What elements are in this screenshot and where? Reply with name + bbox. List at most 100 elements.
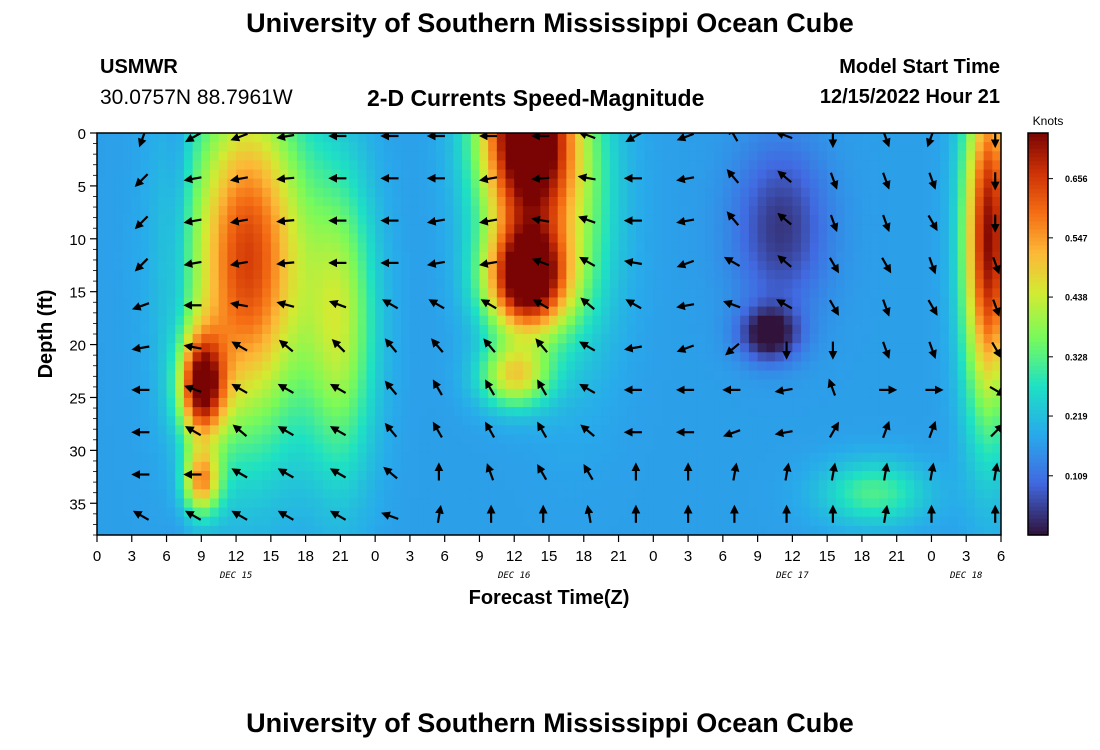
heatmap-cell (314, 397, 324, 408)
heatmap-cell (331, 178, 341, 189)
heatmap-cell (766, 434, 776, 445)
heatmap-cell (888, 196, 898, 207)
heatmap-cell (601, 196, 611, 207)
heatmap-cell (149, 169, 159, 180)
heatmap-cell (557, 169, 567, 180)
heatmap-cell (218, 334, 228, 344)
heatmap-cell (427, 324, 437, 335)
heatmap-cell (192, 297, 202, 308)
heatmap-cell (357, 206, 368, 216)
heatmap-cell (340, 288, 350, 299)
heatmap-cell (618, 407, 628, 417)
heatmap-cell (514, 215, 524, 225)
heatmap-cell (792, 206, 802, 216)
heatmap-cell (131, 187, 142, 198)
heatmap-cell (827, 187, 837, 198)
heatmap-cell (244, 178, 255, 189)
heatmap-cell (931, 187, 941, 198)
heatmap-cell (296, 169, 307, 180)
heatmap-cell (827, 160, 837, 171)
heatmap-cell (992, 178, 1001, 189)
heatmap-cell (549, 407, 559, 417)
heatmap-cell (488, 370, 498, 381)
heatmap-cell (505, 416, 515, 426)
heatmap-cell (305, 279, 315, 289)
current-vector (625, 299, 642, 310)
heatmap-cell (583, 388, 594, 399)
heatmap-cell (418, 361, 428, 372)
heatmap-cell (870, 343, 880, 353)
heatmap-cell (305, 343, 315, 353)
heatmap-cell (401, 242, 411, 253)
current-vector (479, 216, 498, 226)
heatmap-cell (505, 507, 515, 518)
heatmap-cell (366, 525, 376, 535)
heatmap-cell (757, 242, 767, 253)
heatmap-cell (775, 224, 785, 235)
heatmap-cell (870, 452, 880, 463)
heatmap-cell (853, 416, 863, 426)
heatmap-cell (192, 178, 202, 189)
heatmap-cell (688, 425, 698, 436)
heatmap-cell (105, 416, 115, 426)
heatmap-cell (957, 461, 967, 472)
heatmap-cell (557, 343, 567, 353)
heatmap-cell (783, 215, 793, 225)
heatmap-cell (236, 224, 246, 235)
heatmap-cell (149, 187, 159, 198)
heatmap-cell (957, 233, 967, 244)
heatmap-cell (696, 443, 707, 454)
heatmap-cell (914, 297, 924, 308)
heatmap-cell (140, 142, 150, 152)
heatmap-cell (496, 498, 507, 509)
heatmap-cell (905, 297, 915, 308)
heatmap-cell (722, 498, 733, 509)
heatmap-cell (488, 361, 498, 372)
heatmap-cell (262, 461, 272, 472)
heatmap-cell (835, 379, 846, 390)
heatmap-cell (349, 407, 359, 417)
heatmap-cell (861, 397, 872, 408)
heatmap-cell (861, 233, 872, 244)
heatmap-cell (140, 443, 150, 454)
heatmap-cell (514, 352, 524, 363)
heatmap-cell (601, 516, 611, 527)
heatmap-cell (896, 461, 906, 472)
heatmap-cell (331, 525, 341, 535)
heatmap-cell (670, 379, 680, 390)
heatmap-cell (957, 416, 967, 426)
heatmap-cell (566, 306, 576, 317)
heatmap-cell (966, 297, 976, 308)
heatmap-cell (114, 334, 124, 344)
heatmap-cell (879, 434, 889, 445)
heatmap-cell (496, 379, 507, 390)
heatmap-cell (827, 196, 837, 207)
heatmap-cell (488, 516, 498, 527)
heatmap-cell (227, 489, 237, 500)
heatmap-cell (583, 324, 594, 335)
heatmap-cell (175, 306, 185, 317)
heatmap-cell (331, 352, 341, 363)
heatmap-cell (792, 297, 802, 308)
heatmap-cell (140, 270, 150, 280)
heatmap-cell (844, 434, 854, 445)
current-vector (776, 299, 793, 310)
heatmap-cell (522, 187, 533, 198)
heatmap-cell (305, 251, 315, 262)
heatmap-cell (775, 379, 785, 390)
heatmap-cell (401, 507, 411, 518)
heatmap-cell (470, 306, 481, 317)
heatmap-cell (792, 315, 802, 326)
heatmap-cell (296, 142, 307, 152)
heatmap-cell (818, 498, 828, 509)
heatmap-cell (462, 260, 472, 271)
heatmap-cell (340, 297, 350, 308)
heatmap-cell (644, 315, 654, 326)
current-vector (676, 259, 695, 269)
current-vector (928, 256, 937, 275)
heatmap-cell (609, 489, 620, 500)
current-vector (276, 133, 295, 141)
current-vector (134, 215, 149, 230)
heatmap-cell (722, 260, 733, 271)
heatmap-cell (896, 498, 906, 509)
